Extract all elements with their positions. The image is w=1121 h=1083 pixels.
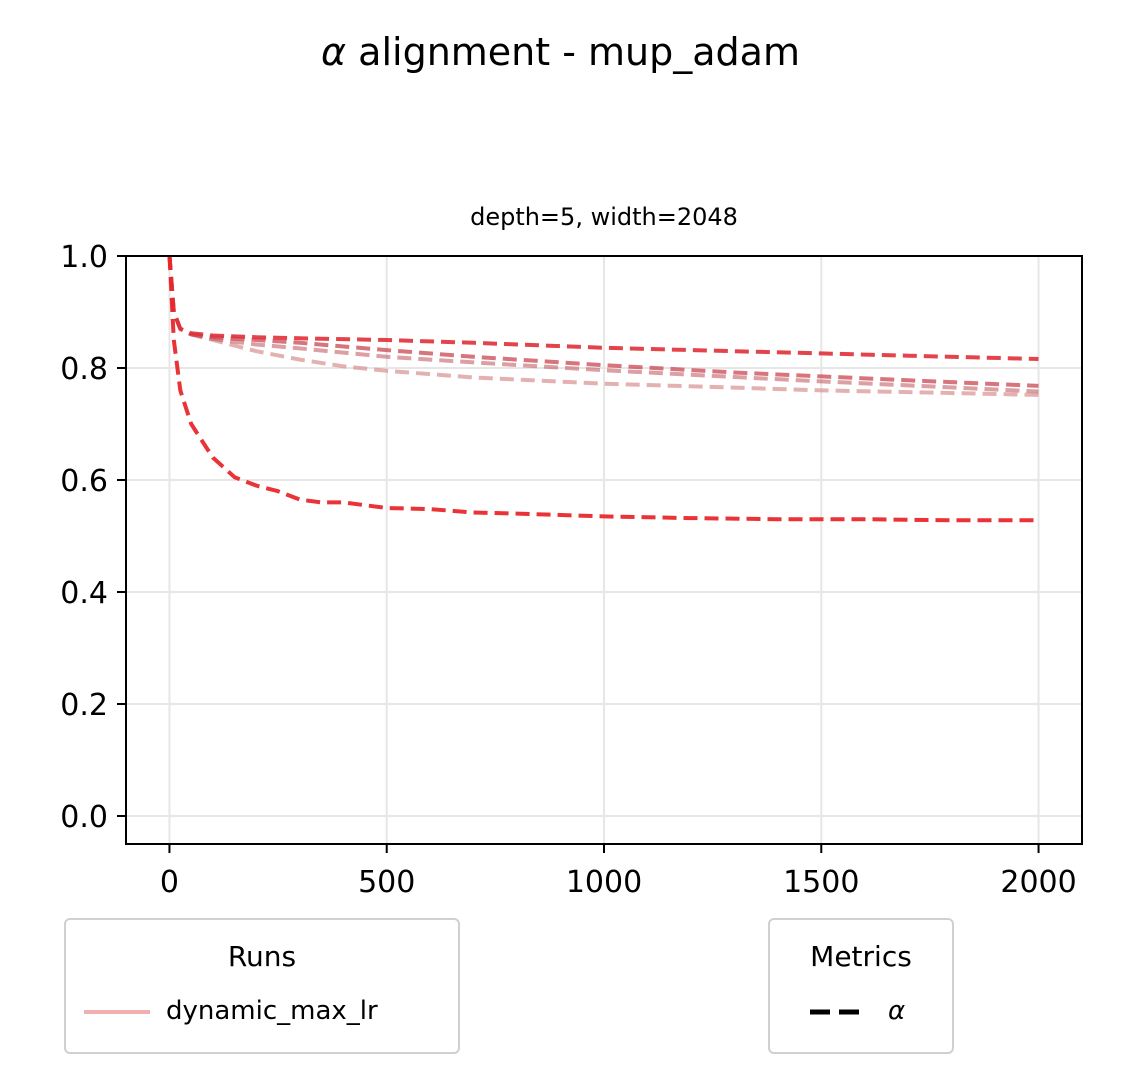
x-tick-label: 2000 <box>1000 865 1076 900</box>
y-tick-label: 0.0 <box>60 800 108 835</box>
metrics-legend-title: Metrics <box>810 940 912 973</box>
metrics-legend-entry: α <box>770 992 952 1032</box>
y-tick-label: 0.4 <box>60 576 108 611</box>
series-line-1 <box>167 255 1039 523</box>
y-tick-label: 0.8 <box>60 352 108 387</box>
runs-legend-swatch <box>84 1010 150 1014</box>
grid-lines <box>126 255 1082 844</box>
line-chart: 0 500 1000 1500 2000 0.0 0.2 0.4 0.6 0.8 1.0 <box>60 240 1083 900</box>
series-line-5 <box>167 255 1039 397</box>
runs-legend-label: dynamic_max_lr <box>166 996 378 1026</box>
axis-ticks: 0 500 1000 1500 2000 0.0 0.2 0.4 0.6 0.8 1.0 <box>60 240 1076 900</box>
x-tick-label: 0 <box>160 865 179 900</box>
series-lines <box>167 255 1039 523</box>
figure-title: α alignment - mup_adam <box>0 30 1121 74</box>
y-tick-label: 0.6 <box>60 464 108 499</box>
x-tick-label: 1500 <box>783 865 859 900</box>
subplot-title: depth=5, width=2048 <box>470 203 738 231</box>
x-tick-label: 1000 <box>566 865 642 900</box>
x-tick-label: 500 <box>358 865 415 900</box>
y-tick-label: 0.2 <box>60 688 108 723</box>
metrics-legend-swatch <box>810 1009 868 1015</box>
figure-title-text: alignment - mup_adam <box>346 30 800 74</box>
series-line-2 <box>167 255 1039 361</box>
metrics-legend: Metrics α <box>768 918 954 1054</box>
runs-legend-title: Runs <box>227 940 297 973</box>
figure-title-symbol: α <box>321 30 347 74</box>
y-tick-label: 1.0 <box>60 240 108 275</box>
runs-legend: Runs dynamic_max_lr <box>64 918 460 1054</box>
metrics-legend-label: α <box>888 996 906 1026</box>
runs-legend-entry: dynamic_max_lr <box>66 992 458 1032</box>
